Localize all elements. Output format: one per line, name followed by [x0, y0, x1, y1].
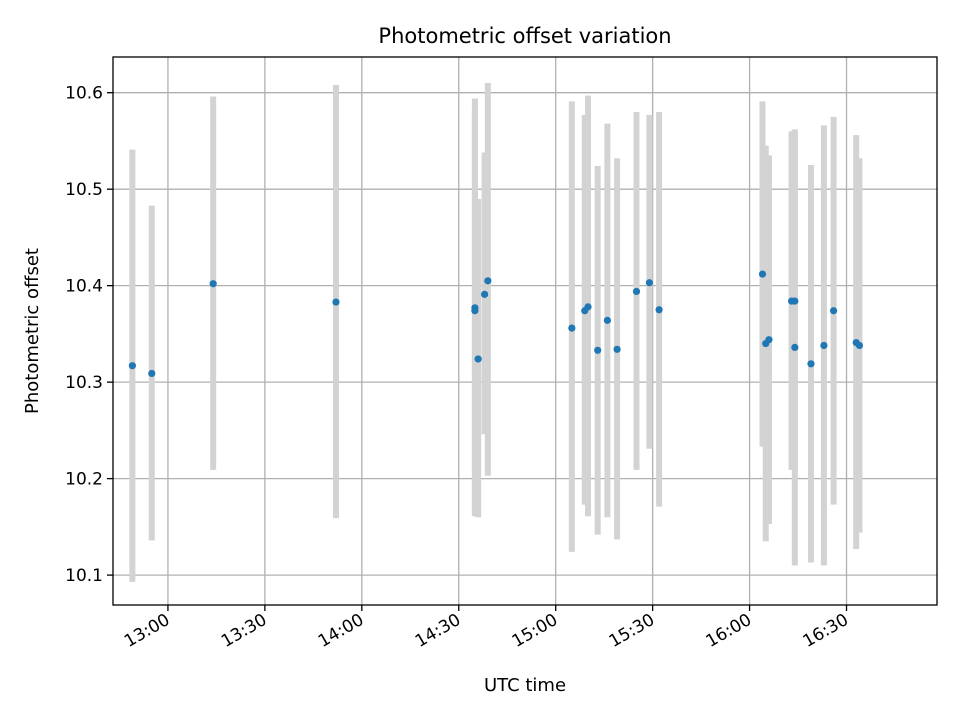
data-point: [829, 307, 838, 315]
error-bars: [129, 83, 863, 582]
plot-frame: [112, 56, 938, 606]
y-tick-label: 10.5: [65, 180, 103, 200]
data-point: [791, 343, 799, 352]
data-point: [474, 355, 482, 363]
y-tick-label: 10.1: [65, 566, 103, 586]
y-tick-label: 10.2: [65, 470, 103, 490]
y-tick-label: 10.3: [65, 373, 103, 393]
data-point: [645, 279, 654, 287]
data-point: [820, 341, 828, 350]
y-tick-label: 10.6: [65, 84, 103, 104]
x-tick-label: 13:30: [218, 610, 270, 652]
x-axis: 13:00 13:30 14:00 14:30 15:00 15:30 16:00 16:30: [121, 605, 852, 652]
data-point: [481, 290, 489, 298]
y-axis: 10.1 10.2 10.3 10.4 10.5 10.6: [65, 84, 113, 586]
data-point: [332, 298, 340, 306]
data-point: [655, 306, 663, 314]
x-tick-label: 14:30: [412, 610, 464, 652]
data-point: [594, 346, 602, 354]
data-point: [148, 369, 156, 378]
data-point: [758, 270, 767, 278]
data-point: [484, 277, 492, 285]
data-point: [807, 360, 815, 368]
data-point: [128, 362, 136, 370]
data-points: [128, 270, 864, 378]
data-point: [584, 303, 592, 311]
x-tick-label: 16:30: [800, 610, 852, 652]
x-axis-label: UTC time: [484, 675, 566, 696]
data-point: [765, 336, 773, 344]
data-point: [791, 297, 799, 305]
y-axis-label: Photometric offset: [22, 248, 43, 414]
data-point: [613, 345, 621, 353]
chart-title: Photometric offset variation: [378, 24, 671, 48]
x-tick-label: 16:00: [703, 610, 755, 652]
x-tick-label: 15:30: [606, 610, 658, 652]
data-point: [568, 324, 576, 332]
y-tick-label: 10.4: [65, 277, 103, 297]
data-point: [603, 316, 612, 324]
data-point: [855, 341, 864, 350]
data-point: [471, 307, 479, 315]
data-point: [209, 280, 217, 288]
data-point: [632, 287, 641, 296]
x-tick-label: 15:00: [509, 610, 561, 652]
x-tick-label: 14:00: [315, 610, 367, 652]
grid: [113, 57, 937, 605]
x-tick-label: 13:00: [121, 610, 173, 652]
